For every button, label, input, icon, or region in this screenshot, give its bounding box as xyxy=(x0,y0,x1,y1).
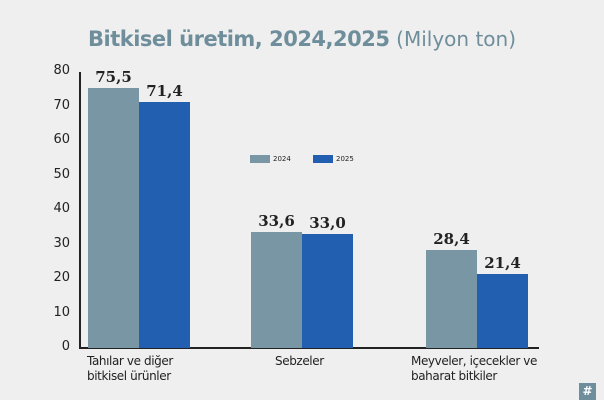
y-tick-label: 0 xyxy=(61,339,70,354)
y-tick-label: 10 xyxy=(53,304,70,320)
legend-label-2024: 2024 xyxy=(273,155,291,163)
title-unit: (Milyon ton) xyxy=(396,27,517,51)
value-label: 33,6 xyxy=(258,212,295,231)
category-label-fruits: Meyveler, içecekler ve baharat bitkiler xyxy=(411,354,537,383)
category-label-vegetables: Sebzeler xyxy=(275,354,324,368)
y-axis-line xyxy=(79,72,81,349)
x-axis-line xyxy=(79,347,539,349)
y-tick-label: 40 xyxy=(53,201,70,216)
value-label: 28,4 xyxy=(433,230,470,249)
y-tick-label: 70 xyxy=(53,97,70,113)
legend-label-2025: 2025 xyxy=(336,155,354,163)
bar-2024 xyxy=(426,250,477,348)
legend-swatch-2024 xyxy=(250,155,270,163)
bar-2025 xyxy=(139,101,190,348)
y-tick-label: 30 xyxy=(53,235,70,251)
legend-item-2025: 2025 xyxy=(313,155,354,163)
value-label: 21,4 xyxy=(484,254,521,273)
hash-badge: # xyxy=(579,383,596,400)
bar-2024 xyxy=(88,87,139,348)
y-tick-label: 80 xyxy=(53,63,70,78)
y-tick-label: 20 xyxy=(53,270,70,285)
value-label: 33,0 xyxy=(309,214,346,233)
bar-2025 xyxy=(302,234,353,348)
y-tick-label: 50 xyxy=(53,166,70,182)
legend-swatch-2025 xyxy=(313,155,333,163)
value-label: 71,4 xyxy=(146,81,183,100)
legend-item-2024: 2024 xyxy=(250,155,291,163)
bar-2025 xyxy=(477,274,528,348)
bar-2024 xyxy=(251,232,302,348)
value-label: 75,5 xyxy=(95,67,132,86)
y-tick-label: 60 xyxy=(53,132,70,147)
category-label-cereals: Tahılar ve diğer bitkisel ürünler xyxy=(87,354,173,383)
chart-title: Bitkisel üretim, 2024,2025 (Milyon ton) xyxy=(0,27,604,51)
title-main: Bitkisel üretim, 2024,2025 xyxy=(87,27,390,51)
